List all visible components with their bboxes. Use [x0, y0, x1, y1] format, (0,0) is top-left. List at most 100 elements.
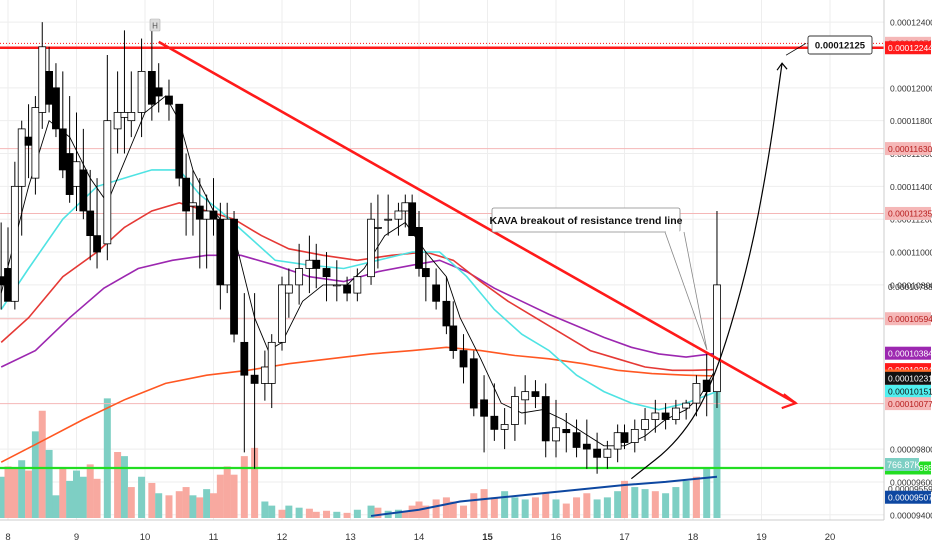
volume-bar — [38, 410, 46, 518]
candle-body — [353, 276, 362, 294]
volume-bar — [583, 493, 591, 518]
volume-badge-label: 766.87K — [887, 460, 921, 470]
candle-body — [415, 227, 423, 269]
volume-bar — [305, 508, 313, 518]
volume-bar — [614, 491, 622, 518]
volume-bar — [333, 511, 341, 518]
volume-bar — [422, 505, 430, 518]
target-value: 0.00012125 — [815, 41, 866, 52]
volume-bar — [295, 507, 303, 518]
price-badge-label: 0.00009559 — [888, 484, 932, 494]
x-tick-label: 12 — [277, 532, 288, 543]
candle-body — [175, 103, 184, 179]
volume-bar — [542, 493, 550, 518]
price-badge — [885, 41, 931, 55]
candle-body — [216, 218, 225, 286]
x-tick-label: 10 — [140, 532, 151, 543]
x-tick-label: 13 — [345, 532, 356, 543]
candle-body — [284, 284, 293, 294]
price-badge-label: 0.00010384 — [888, 348, 932, 358]
candle-body — [120, 112, 129, 118]
drawing-overlays — [158, 40, 807, 480]
volume-bar — [312, 511, 320, 518]
y-tick-label: 0.00011800 — [890, 116, 932, 126]
horizontal-levels — [0, 42, 884, 470]
volume-bar — [672, 487, 680, 518]
candle-body — [195, 205, 204, 220]
ema-orange-line — [0, 346, 718, 463]
candle-body — [408, 202, 417, 237]
volume-bar — [713, 359, 721, 518]
price-badge-label: 0.00011630 — [888, 144, 932, 154]
ema-cyan-line — [0, 169, 718, 411]
volume-bar — [216, 474, 224, 518]
candle-body — [603, 448, 612, 458]
volume-bar — [196, 497, 204, 518]
candle-body — [490, 415, 499, 430]
volume-bar — [25, 470, 33, 518]
candle-body — [10, 185, 19, 302]
volume-bar — [18, 460, 26, 518]
candle-body — [713, 284, 721, 393]
x-tick-label: 20 — [825, 532, 836, 543]
candle-body — [182, 177, 191, 212]
volume-badge: 766.87K — [885, 458, 921, 471]
volume-bar — [120, 456, 128, 518]
volume-bar — [367, 505, 375, 518]
price-badge — [885, 397, 931, 411]
candle-body — [24, 136, 33, 146]
volume-bar — [692, 476, 700, 518]
candle-body — [103, 120, 112, 245]
candle-body — [278, 284, 286, 343]
volume-bar — [593, 499, 601, 518]
candle-body — [267, 341, 276, 384]
candle-body — [58, 128, 67, 171]
candle-body — [384, 218, 393, 221]
price-badge-label: 0.00010231 — [888, 374, 932, 384]
volume-bar — [621, 480, 628, 518]
candle-body — [79, 169, 88, 212]
volume-moving-average — [370, 475, 718, 517]
candle-body — [682, 402, 691, 409]
candle-body — [209, 210, 218, 220]
candle-body — [641, 419, 649, 430]
y-tick-label: 0.00009800 — [890, 445, 932, 455]
volume-bar — [449, 501, 457, 518]
volume-bar — [278, 509, 286, 518]
candle-body — [154, 87, 163, 97]
candle-body — [72, 161, 81, 187]
volume-bar — [189, 495, 197, 518]
candle-body — [260, 366, 269, 384]
volume-bar — [66, 480, 74, 518]
candle-body — [449, 325, 458, 351]
volume-bar — [285, 505, 293, 518]
candle-body — [65, 153, 74, 195]
y-tick-label: 0.00010800 — [890, 280, 932, 290]
volume-bar — [52, 495, 60, 518]
volume-bar — [165, 495, 173, 518]
candle-body — [459, 350, 468, 368]
y-tick-label: 0.00011400 — [890, 182, 932, 192]
candle-body — [113, 112, 122, 130]
candlesticks — [0, 22, 721, 474]
candle-body — [38, 46, 47, 113]
candle-body — [305, 259, 314, 269]
candle-body — [541, 396, 550, 442]
volume-bar — [127, 487, 135, 518]
volume-bar — [268, 505, 276, 518]
candle-body — [0, 276, 6, 286]
candle-body — [421, 268, 430, 278]
projection-curve — [630, 63, 783, 480]
candle-body — [480, 399, 488, 417]
resistance-trendline — [158, 40, 797, 405]
candle-body — [137, 71, 146, 113]
candle-body — [165, 95, 173, 105]
trendline-arrowhead — [781, 393, 799, 410]
price-badge — [885, 206, 931, 220]
volume-bar — [651, 491, 659, 518]
volume-bar — [93, 478, 101, 518]
candle-body — [202, 210, 211, 220]
candle-body — [552, 427, 560, 442]
volume-bar — [251, 447, 259, 518]
